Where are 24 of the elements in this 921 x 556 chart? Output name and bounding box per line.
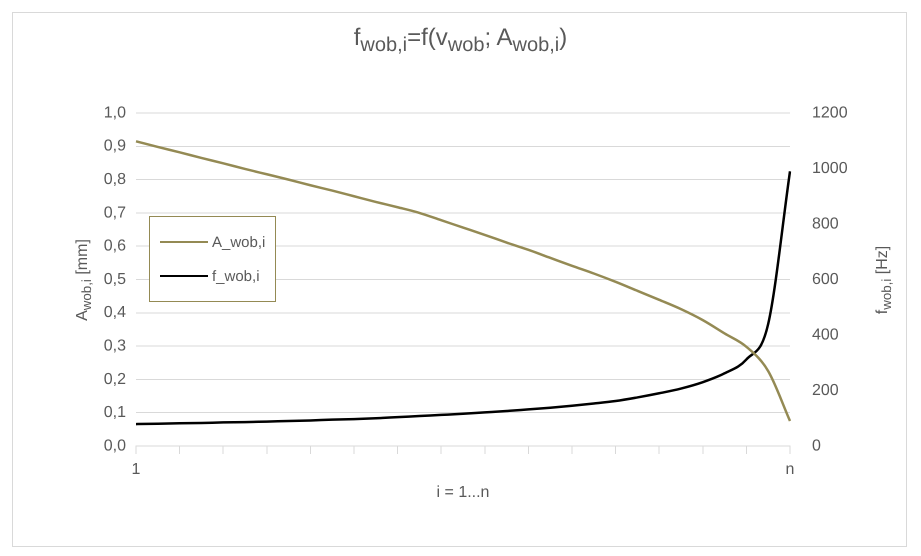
x-axis-title: i = 1...n — [436, 484, 490, 502]
y2-tick-label: 600 — [812, 270, 839, 288]
y-tick-label: 0,7 — [104, 204, 126, 222]
y2-tick-label: 0 — [812, 437, 821, 454]
y-tick-label: 0,8 — [104, 171, 126, 188]
y-tick-label: 0,0 — [104, 437, 126, 454]
y-tick-label: 1,0 — [104, 104, 126, 122]
y-tick-label: 0,1 — [104, 404, 126, 422]
y-tick-label: 0,5 — [104, 270, 126, 288]
y2-tick-label: 1000 — [812, 160, 848, 177]
y2-tick-label: 200 — [812, 382, 839, 399]
chart-title: f$_{wob,i}$=f(v$_{wob}$; A$_{wob,i}$) — [352, 24, 568, 57]
y-tick-label: 0,4 — [104, 304, 126, 322]
y2-tick-label: 800 — [812, 215, 839, 232]
y-tick-label: 0,9 — [104, 138, 126, 155]
x-tick-label: 1 — [132, 461, 141, 478]
y-tick-label: 0,3 — [104, 338, 126, 355]
legend-label: f_wob,i — [212, 268, 260, 284]
y-tick-label: 0,2 — [104, 370, 126, 388]
x-tick-label: n — [786, 461, 794, 478]
legend-label: A_wob,i — [212, 234, 266, 250]
y2-tick-label: 1200 — [812, 104, 848, 122]
y2-tick-label: 400 — [812, 326, 839, 344]
y-tick-label: 0,6 — [104, 238, 126, 255]
